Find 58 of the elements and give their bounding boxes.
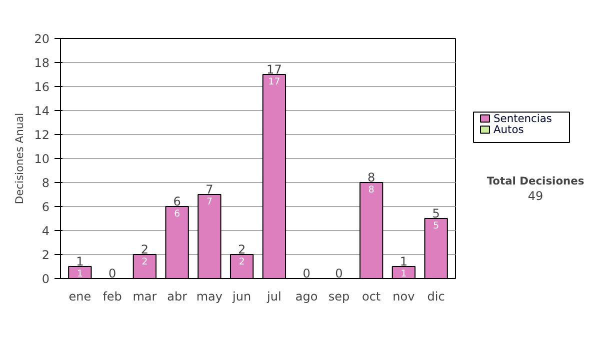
data-label: 2	[142, 256, 148, 268]
x-tick-label: abr	[167, 290, 188, 304]
x-tick-label: nov	[392, 290, 415, 304]
data-label: 8	[368, 184, 374, 196]
data-label: 7	[206, 196, 212, 208]
x-tick-label: ene	[68, 290, 92, 304]
total-label: 6	[173, 194, 181, 208]
y-tick-label: 12	[34, 128, 50, 142]
x-tick-label: sep	[328, 290, 350, 304]
bar	[392, 266, 416, 278]
x-tick-label: may	[196, 290, 223, 304]
x-tick-label: mar	[132, 290, 157, 304]
y-tick-label: 18	[34, 56, 50, 70]
total-label: 2	[238, 242, 246, 256]
y-tick-label: 16	[34, 80, 50, 94]
data-label: 5	[433, 220, 440, 232]
legend-label: Sentencias	[494, 112, 552, 125]
legend-label: Autos	[494, 123, 524, 136]
y-tick-label: 20	[34, 32, 50, 46]
data-label: 1	[76, 268, 83, 280]
total-label: 17	[266, 62, 282, 76]
bar	[68, 266, 92, 278]
data-label: 17	[268, 76, 280, 88]
x-tick-label: ago	[295, 290, 318, 304]
y-tick-label: 2	[42, 248, 50, 262]
total-label: 1	[400, 254, 408, 268]
x-tick-label: dic	[427, 290, 445, 304]
y-tick-label: 0	[42, 272, 50, 286]
x-tick-label: feb	[102, 290, 122, 304]
total-label: 0	[108, 266, 116, 280]
y-axis-title: Decisiones Anual	[13, 112, 26, 204]
y-tick-label: 10	[34, 152, 50, 166]
y-tick-label: 6	[42, 200, 50, 214]
total-label: 1	[76, 254, 84, 268]
bar	[424, 218, 448, 278]
bar	[262, 74, 286, 278]
x-tick-label: oct	[362, 290, 381, 304]
bar	[359, 182, 384, 278]
bar	[165, 206, 189, 278]
data-label: 2	[238, 256, 245, 268]
data-label: 6	[174, 208, 180, 220]
x-tick-label: jul	[266, 290, 282, 304]
bar	[198, 194, 222, 278]
data-label: 1	[400, 268, 407, 280]
y-tick-label: 4	[42, 224, 50, 238]
text: Total Decisiones	[486, 174, 584, 188]
total-label: 0	[302, 266, 310, 280]
total-label: 5	[432, 206, 440, 220]
y-tick-label: 8	[42, 176, 50, 190]
total-label: 7	[206, 182, 214, 196]
total-label: 8	[368, 170, 376, 184]
y-tick-label: 14	[34, 104, 50, 118]
bar	[132, 254, 157, 278]
text: 49	[528, 188, 544, 203]
total-label: 0	[335, 266, 343, 280]
total-label: 2	[140, 242, 149, 256]
bar	[230, 254, 254, 278]
x-tick-label: jun	[232, 290, 252, 304]
